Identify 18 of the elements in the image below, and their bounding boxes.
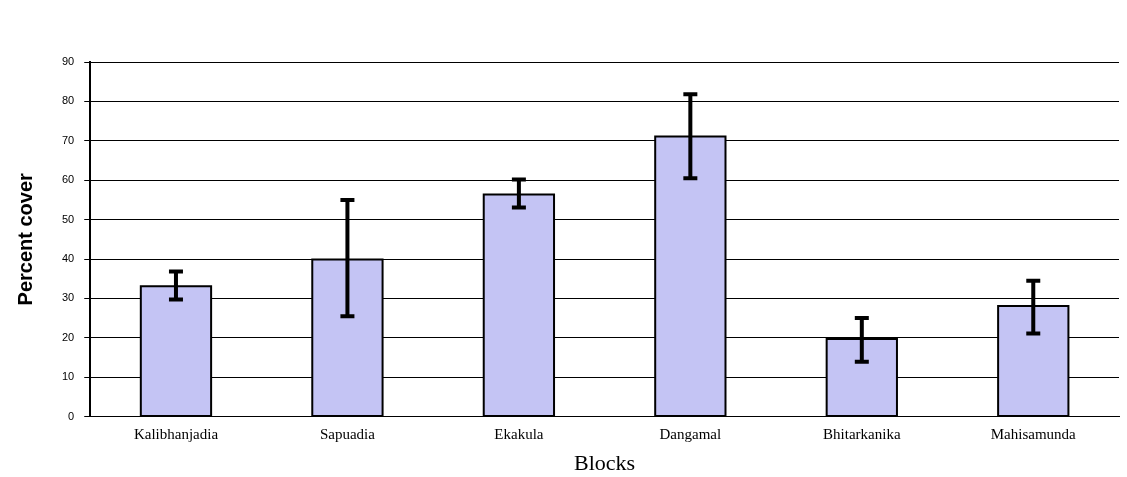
x-axis-title: Blocks <box>574 449 636 475</box>
y-axis-title: Percent cover <box>13 172 36 306</box>
x-tick-label: Kalibhanjadia <box>133 425 219 442</box>
y-tick-label: 50 <box>61 212 75 225</box>
y-tick-label: 80 <box>61 94 75 107</box>
y-tick-label: 40 <box>61 252 75 265</box>
x-tick-label: Sapuadia <box>319 425 376 442</box>
x-tick-label: Dangamal <box>659 425 722 442</box>
y-tick-label: 20 <box>61 330 75 343</box>
y-tick-label: 90 <box>61 55 75 68</box>
x-tick-label: Mahisamunda <box>990 425 1077 442</box>
y-tick-label: 70 <box>61 133 75 146</box>
y-tick-label: 0 <box>68 409 75 422</box>
y-tick-label: 60 <box>61 173 75 186</box>
y-tick-label: 10 <box>61 370 75 383</box>
y-tick-label: 30 <box>61 291 75 304</box>
x-tick-label: Bhitarkanika <box>823 425 901 442</box>
x-tick-label: Ekakula <box>494 425 544 442</box>
